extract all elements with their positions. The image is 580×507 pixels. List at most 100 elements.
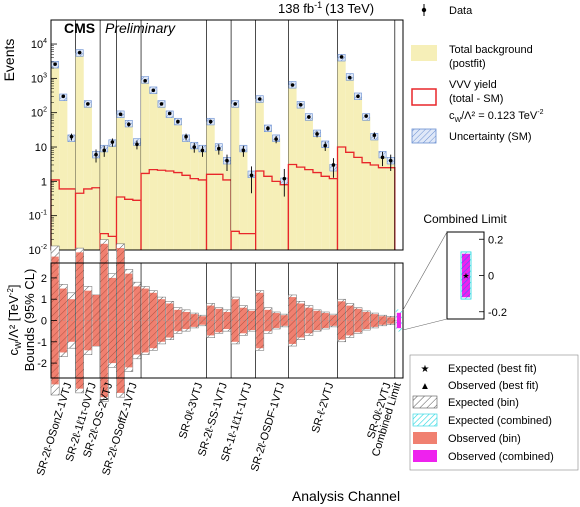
data-point xyxy=(126,122,131,127)
data-point xyxy=(266,126,270,131)
data-point xyxy=(200,148,205,153)
legend-data-marker xyxy=(421,7,427,13)
legend-vvv-label-1: VVV yield xyxy=(449,79,497,91)
top-tick-label: 10 xyxy=(35,142,47,154)
top-panel xyxy=(50,20,396,251)
observed-bin-band xyxy=(198,316,207,325)
legend-cw-subscript: W xyxy=(455,117,462,124)
legend-data-label: Data xyxy=(449,5,473,17)
observed-bin-band xyxy=(141,288,149,353)
channel-label: SR-2ℓ-OSDF-1VTJ xyxy=(249,381,287,473)
preliminary-label: Preliminary xyxy=(105,20,176,36)
data-point xyxy=(364,114,368,118)
bottom-ylabel-exp: -2 xyxy=(6,288,15,296)
background-bar xyxy=(100,148,109,250)
data-point xyxy=(77,50,82,55)
observed-bin-band xyxy=(387,317,395,324)
channel-label: SR-2ℓ-OSonZ-1VTJ xyxy=(35,381,75,477)
vvv-yield-line xyxy=(115,196,142,250)
data-point xyxy=(53,62,57,66)
data-point xyxy=(94,152,98,157)
data-point xyxy=(356,94,360,99)
data-point xyxy=(331,163,336,167)
observed-bin-band xyxy=(166,303,174,338)
inset-tick-label: -0.2 xyxy=(488,307,507,319)
background-bar xyxy=(304,116,313,250)
background-bar xyxy=(51,64,60,251)
data-point xyxy=(208,119,213,124)
channel-label: SR-0ℓ-3VTJ xyxy=(177,381,205,440)
data-point xyxy=(388,158,393,163)
energy-value: (13 TeV) xyxy=(325,1,374,16)
legend-vvv-label-2: (total - SM) xyxy=(449,93,503,105)
data-point xyxy=(282,176,287,181)
top-tick-base: 10 xyxy=(29,245,41,257)
data-point xyxy=(290,83,295,87)
observed-bin-band xyxy=(149,292,157,349)
legend-expected-comb-swatch xyxy=(412,413,438,427)
top-tick-base: 10 xyxy=(35,142,47,154)
data-point xyxy=(184,134,188,139)
legend-vvv-swatch xyxy=(411,88,437,106)
top-legend: Data Total background (postfit) VVV yiel… xyxy=(411,4,544,144)
data-point xyxy=(225,158,229,163)
top-plot-frame xyxy=(50,19,404,251)
vvv-yield-line xyxy=(287,163,339,250)
data-point xyxy=(61,94,66,99)
observed-bin-band xyxy=(321,313,329,328)
background-bar xyxy=(83,103,92,250)
data-point xyxy=(380,155,385,160)
top-tick-label: 103 xyxy=(31,72,47,85)
background-bar xyxy=(345,76,354,251)
legend-expected-comb-label: Expected (combined) xyxy=(448,415,552,427)
observed-bin-band xyxy=(174,309,182,332)
background-bar xyxy=(370,136,379,250)
background-bar xyxy=(59,97,68,250)
bottom-tick-label: 1 xyxy=(41,294,47,306)
data-point xyxy=(307,115,311,119)
background-bar xyxy=(132,141,142,250)
data-point xyxy=(339,55,344,59)
channel-label: SR-ℓ-2VTJ xyxy=(310,381,337,434)
background-bar xyxy=(75,52,84,250)
background-bar xyxy=(116,114,125,250)
background-bar xyxy=(214,147,223,250)
background-bar xyxy=(255,99,264,250)
legend-observed-best-marker: ▲ xyxy=(420,381,430,392)
legend-expected-bin-label: Expected (bin) xyxy=(448,397,519,409)
legend-expected-best-label: Expected (best fit) xyxy=(448,363,537,375)
background-bar xyxy=(280,181,289,250)
background-bar xyxy=(181,138,191,250)
top-tick-label: 102 xyxy=(31,107,47,120)
observed-bin-band xyxy=(362,311,370,330)
legend-background-swatch xyxy=(411,45,437,61)
data-point xyxy=(118,112,123,117)
data-point xyxy=(241,148,246,153)
background-bar xyxy=(321,144,330,250)
data-point xyxy=(135,142,139,147)
bottom-ylabel-w: W xyxy=(14,341,23,349)
bottom-legend-frame xyxy=(409,354,579,471)
background-bar xyxy=(231,103,240,250)
top-tick-base: 10 xyxy=(29,211,41,223)
background-bar xyxy=(198,148,207,250)
observed-bin-band xyxy=(215,308,223,333)
vvv-yield-line xyxy=(140,168,208,250)
top-tick-label: 1 xyxy=(41,176,47,188)
data-point xyxy=(176,119,180,124)
observed-bin-band xyxy=(378,316,387,325)
observed-bin-band xyxy=(182,311,190,330)
observed-combined-band xyxy=(396,312,401,329)
data-point xyxy=(257,97,262,101)
observed-bin-band xyxy=(329,315,338,326)
inset-best-fit-marker: ★ xyxy=(462,272,469,281)
background-bar xyxy=(67,138,76,250)
vvv-yield-line xyxy=(336,146,396,250)
background-bar xyxy=(386,160,395,250)
cms-label: CMS xyxy=(64,20,95,36)
data-point xyxy=(167,111,172,116)
vvv-yield-line xyxy=(74,187,101,250)
top-tick-label: 10-2 xyxy=(29,244,48,257)
top-tick-base: 10 xyxy=(31,39,43,51)
